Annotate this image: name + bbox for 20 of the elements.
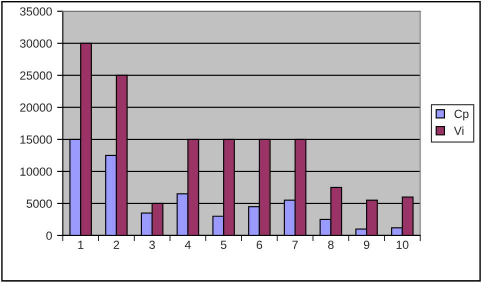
x-tick-label: 8 (328, 240, 334, 250)
x-tick-label: 6 (256, 240, 262, 250)
legend-label: Cp (454, 110, 468, 120)
y-tick-label: 5000 (26, 199, 52, 208)
y-tick-label: 30000 (20, 39, 52, 48)
x-tick-label: 9 (364, 240, 370, 250)
y-tick-label: 35000 (20, 7, 52, 16)
x-tick-label: 7 (292, 240, 298, 249)
x-tick-label: 1 (78, 240, 84, 249)
x-tick-label: 4 (184, 240, 191, 249)
y-tick-label: 15000 (20, 135, 52, 144)
x-tick-label: 5 (220, 240, 226, 250)
x-tick-label: 3 (149, 240, 155, 250)
y-tick-label: 25000 (20, 71, 52, 80)
x-tick-label: 2 (114, 240, 120, 249)
y-tick-label: 0 (46, 232, 52, 240)
legend-label: Vi (454, 126, 464, 135)
y-tick-label: 20000 (20, 103, 52, 112)
x-tick-label: 10 (396, 240, 408, 250)
y-tick-label: 10000 (20, 167, 52, 176)
